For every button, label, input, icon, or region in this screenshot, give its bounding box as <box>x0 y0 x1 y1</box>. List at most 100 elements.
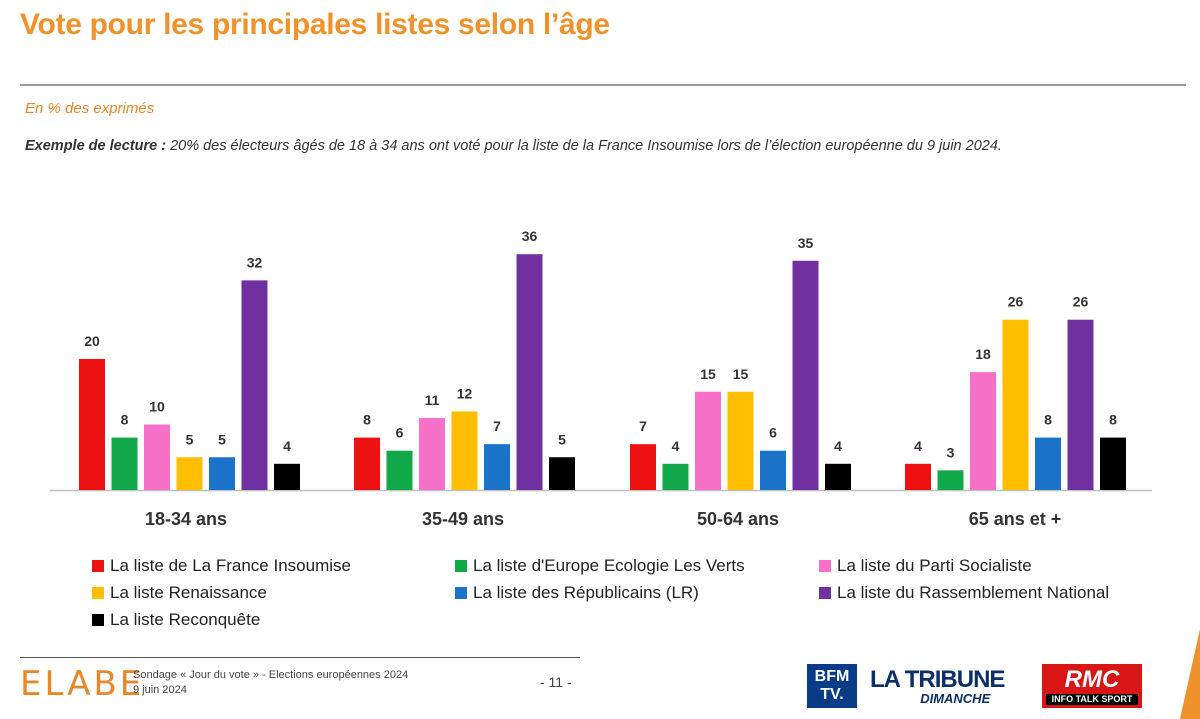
legend-label: La liste de La France Insoumise <box>110 556 351 575</box>
data-label: 26 <box>1008 294 1024 310</box>
legend-label: La liste Renaissance <box>110 583 267 602</box>
bar <box>695 391 721 490</box>
data-label: 12 <box>457 385 473 401</box>
legend-item: La liste du Parti Socialiste <box>819 556 1032 576</box>
legend-label: La liste du Parti Socialiste <box>837 556 1032 575</box>
footer-source: Sondage « Jour du vote » - Elections eur… <box>133 668 408 698</box>
bar <box>630 444 656 490</box>
bar <box>79 359 105 490</box>
data-label: 18 <box>975 346 991 362</box>
data-label: 26 <box>1073 294 1089 310</box>
data-label: 36 <box>522 228 538 244</box>
data-label: 11 <box>425 392 440 408</box>
la-tribune-dimanche-logo: LA TRIBUNE DIMANCHE <box>870 666 1005 706</box>
data-label: 5 <box>186 431 194 447</box>
bar <box>792 260 819 490</box>
bar <box>1100 437 1126 490</box>
bar <box>760 450 786 490</box>
legend-label: La liste des Républicains (LR) <box>473 583 699 602</box>
bar <box>1002 319 1029 490</box>
data-label: 4 <box>914 438 922 454</box>
bar <box>274 463 300 490</box>
data-label: 7 <box>493 418 501 434</box>
reading-example: Exemple de lecture : 20% des électeurs â… <box>25 138 1002 154</box>
reading-example-label: Exemple de lecture : <box>25 138 167 154</box>
title-divider <box>20 84 1186 86</box>
bar <box>209 457 235 490</box>
data-label: 32 <box>247 254 263 270</box>
bar <box>905 463 931 490</box>
reading-example-text: 20% des électeurs âgés de 18 à 34 ans on… <box>170 138 1002 154</box>
data-label: 4 <box>283 438 291 454</box>
bar <box>144 424 170 490</box>
bar <box>549 457 575 490</box>
la-tribune-logo-line1: LA TRIBUNE <box>870 666 1005 693</box>
legend-label: La liste Reconquête <box>110 610 261 629</box>
legend-swatch <box>92 587 104 599</box>
data-label: 7 <box>639 418 647 434</box>
page-number: - 11 - <box>540 674 572 690</box>
legend-swatch <box>455 560 467 572</box>
legend-item: La liste du Rassemblement National <box>819 583 1109 603</box>
rmc-logo-line1: RMC <box>1064 665 1120 693</box>
data-label: 15 <box>733 366 749 382</box>
bar <box>386 450 413 490</box>
page-title: Vote pour les principales listes selon l… <box>20 8 610 41</box>
legend-label: La liste du Rassemblement National <box>837 583 1110 602</box>
bfmtv-logo: BFM TV. <box>807 664 857 708</box>
footer-source-line1: Sondage « Jour du vote » - Elections eur… <box>133 669 409 681</box>
x-tick-label: 65 ans et + <box>969 509 1062 529</box>
legend-swatch <box>455 587 467 599</box>
data-label: 6 <box>769 425 777 441</box>
bar <box>241 280 268 490</box>
bar <box>1067 319 1094 490</box>
bar <box>516 254 543 490</box>
bar <box>970 372 996 490</box>
bar <box>419 417 445 490</box>
legend-item: La liste de La France Insoumise <box>92 556 351 576</box>
legend-item: La liste des Républicains (LR) <box>455 583 699 603</box>
bar <box>825 463 851 490</box>
chart-subtitle: En % des exprimés <box>25 100 155 117</box>
data-label: 4 <box>834 438 842 454</box>
x-tick-label: 35-49 ans <box>422 509 504 529</box>
bar <box>727 391 754 490</box>
data-label: 5 <box>558 431 566 447</box>
bar <box>937 470 964 490</box>
data-label: 6 <box>396 425 404 441</box>
data-label: 5 <box>218 431 226 447</box>
corner-decoration <box>1180 629 1200 719</box>
x-tick-label: 18-34 ans <box>145 509 227 529</box>
data-label: 8 <box>1109 412 1117 428</box>
bar <box>111 437 138 490</box>
rmc-logo: RMC INFO TALK SPORT <box>1042 664 1142 708</box>
bar <box>176 457 203 490</box>
footer-divider <box>20 657 580 658</box>
footer-source-line2: 9 juin 2024 <box>133 684 187 696</box>
legend-item: La liste Reconquête <box>92 610 260 630</box>
data-label: 35 <box>798 235 814 251</box>
rmc-logo-line2: INFO TALK SPORT <box>1046 693 1138 705</box>
bar <box>1035 437 1061 490</box>
bar <box>484 444 510 490</box>
la-tribune-logo-line2: DIMANCHE <box>920 691 991 706</box>
legend-swatch <box>92 614 104 626</box>
x-tick-label: 50-64 ans <box>697 509 779 529</box>
bfmtv-logo-line2: TV. <box>820 686 844 703</box>
bar <box>451 411 478 490</box>
data-label: 20 <box>84 333 100 349</box>
legend-label: La liste d'Europe Ecologie Les Verts <box>473 556 745 575</box>
data-label: 8 <box>1044 412 1052 428</box>
legend-item: La liste Renaissance <box>92 583 267 603</box>
data-label: 3 <box>947 444 955 460</box>
bfmtv-logo-line1: BFM <box>814 668 850 685</box>
legend-swatch <box>819 587 831 599</box>
bar <box>662 463 689 490</box>
data-label: 4 <box>672 438 680 454</box>
legend-item: La liste d'Europe Ecologie Les Verts <box>455 556 745 576</box>
legend-swatch <box>92 560 104 572</box>
data-label: 10 <box>149 399 165 415</box>
data-label: 15 <box>700 366 716 382</box>
data-label: 8 <box>121 412 129 428</box>
